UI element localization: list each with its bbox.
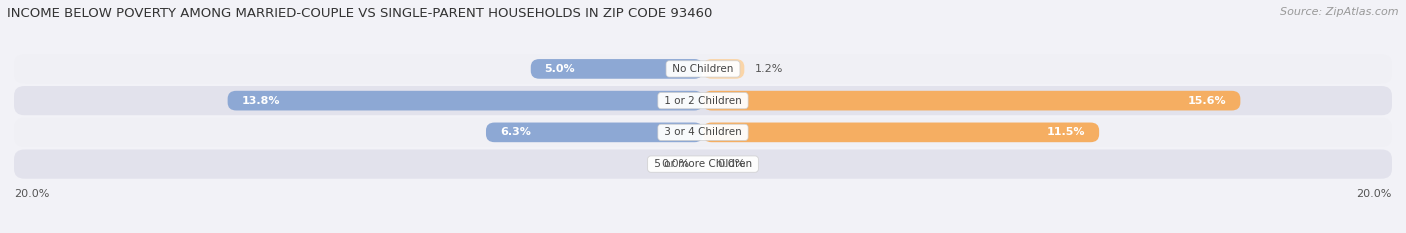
FancyBboxPatch shape <box>703 59 744 79</box>
Text: No Children: No Children <box>669 64 737 74</box>
Text: 0.0%: 0.0% <box>717 159 745 169</box>
Text: 6.3%: 6.3% <box>499 127 530 137</box>
FancyBboxPatch shape <box>14 86 1392 115</box>
Text: 13.8%: 13.8% <box>242 96 280 106</box>
FancyBboxPatch shape <box>14 54 1392 83</box>
Text: 11.5%: 11.5% <box>1047 127 1085 137</box>
Text: 5 or more Children: 5 or more Children <box>651 159 755 169</box>
Text: Source: ZipAtlas.com: Source: ZipAtlas.com <box>1281 7 1399 17</box>
FancyBboxPatch shape <box>531 59 703 79</box>
Text: 3 or 4 Children: 3 or 4 Children <box>661 127 745 137</box>
Text: 20.0%: 20.0% <box>14 189 49 199</box>
Text: INCOME BELOW POVERTY AMONG MARRIED-COUPLE VS SINGLE-PARENT HOUSEHOLDS IN ZIP COD: INCOME BELOW POVERTY AMONG MARRIED-COUPL… <box>7 7 713 20</box>
FancyBboxPatch shape <box>228 91 703 110</box>
FancyBboxPatch shape <box>703 123 1099 142</box>
Text: 1.2%: 1.2% <box>755 64 783 74</box>
FancyBboxPatch shape <box>486 123 703 142</box>
FancyBboxPatch shape <box>703 91 1240 110</box>
Text: 0.0%: 0.0% <box>661 159 689 169</box>
Text: 5.0%: 5.0% <box>544 64 575 74</box>
Text: 15.6%: 15.6% <box>1188 96 1226 106</box>
Text: 20.0%: 20.0% <box>1357 189 1392 199</box>
Text: 1 or 2 Children: 1 or 2 Children <box>661 96 745 106</box>
FancyBboxPatch shape <box>14 150 1392 179</box>
FancyBboxPatch shape <box>14 118 1392 147</box>
